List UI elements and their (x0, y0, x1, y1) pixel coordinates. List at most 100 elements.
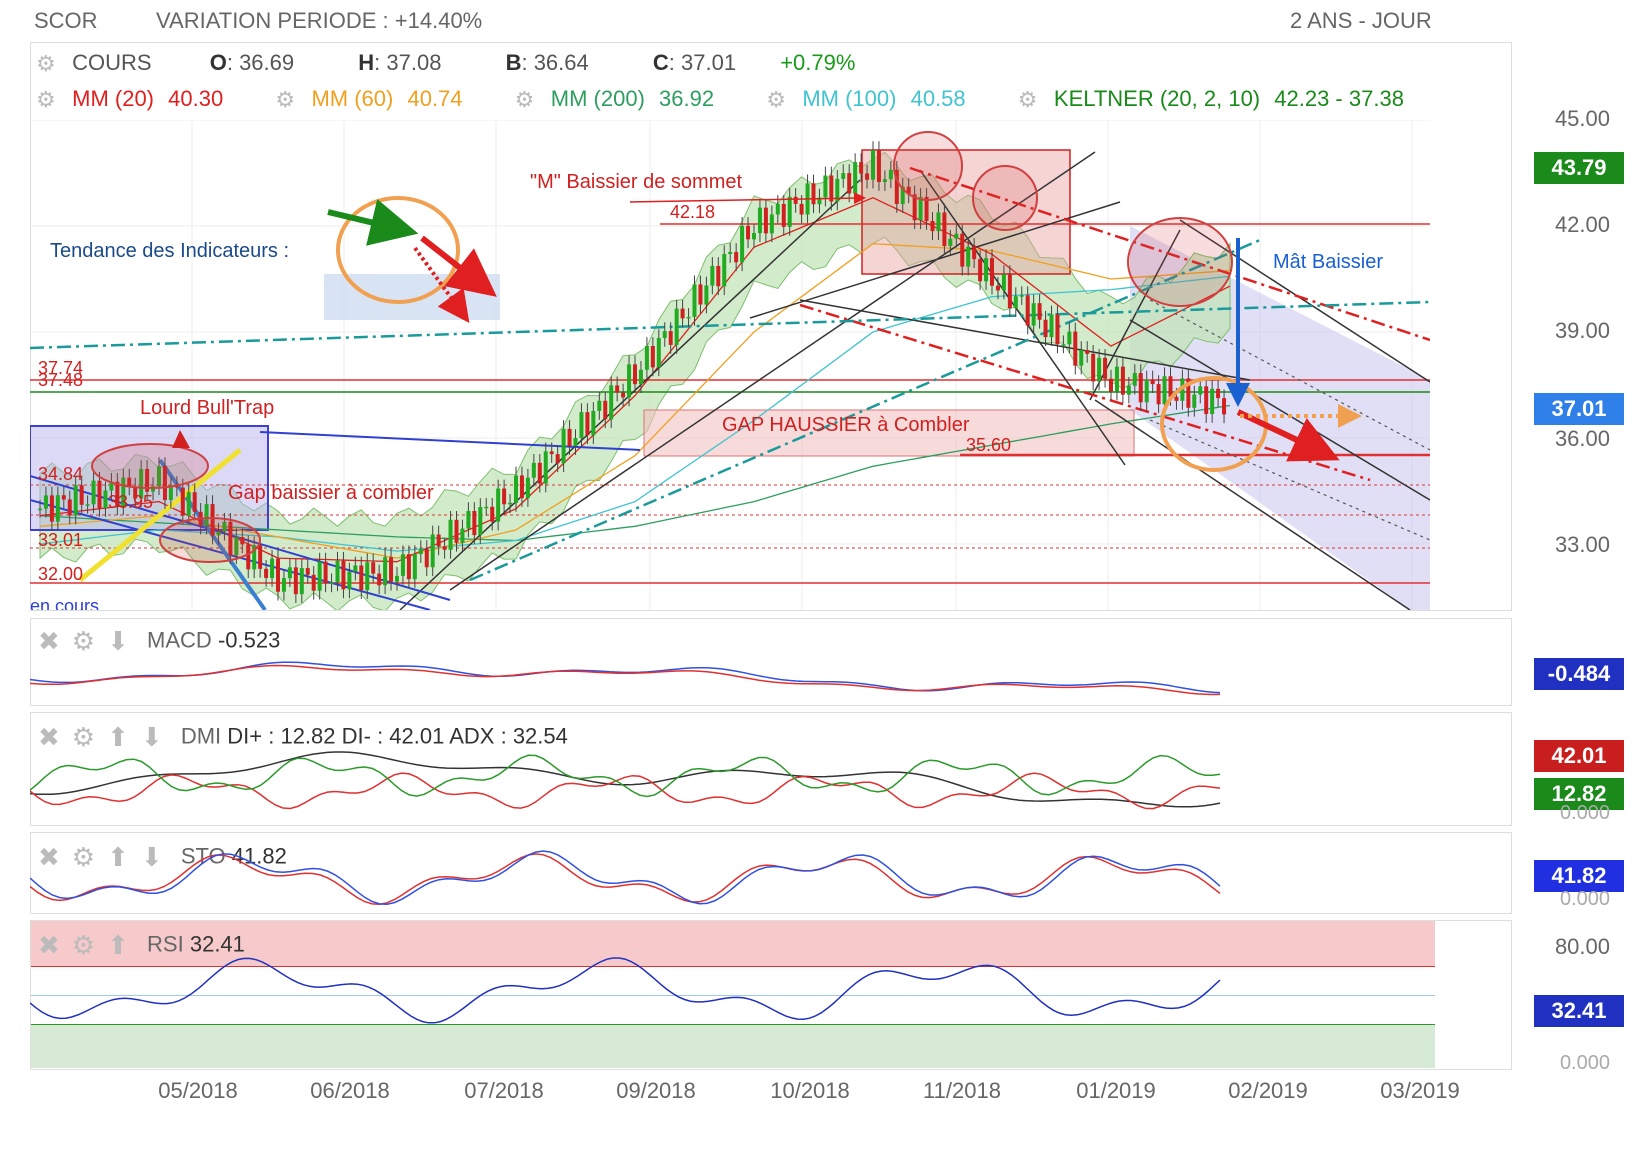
date-tick: 10/2018 (770, 1078, 850, 1103)
arrow-up-icon[interactable]: ⬆ (107, 722, 129, 752)
candle-body (978, 259, 983, 282)
candle-body (1043, 319, 1048, 338)
candle-body (1013, 296, 1018, 309)
arrow-up-icon[interactable]: ⬆ (107, 930, 129, 960)
candle-body (1120, 366, 1125, 395)
close-icon[interactable]: ✖ (38, 842, 60, 872)
candle-body (67, 499, 72, 516)
period-selector[interactable]: 2 ANS - JOUR (1290, 8, 1432, 33)
gear-icon[interactable]: ⚙ (275, 87, 296, 113)
candle-body (752, 233, 756, 240)
gear-icon[interactable]: ⚙ (36, 87, 56, 113)
candle-body (644, 346, 649, 370)
sto-chart (30, 850, 1221, 906)
candle-body (757, 207, 762, 234)
candle-body (674, 308, 679, 345)
candle-body (829, 175, 834, 202)
gear-icon[interactable]: ⚙ (71, 930, 96, 960)
macd-header: ✖ ⚙ ⬇ MACD -0.523 (38, 626, 280, 657)
di-plus-tag: 12.82 (1534, 778, 1624, 810)
candle-body (847, 173, 852, 194)
candle-body (222, 521, 227, 532)
candle-body (341, 560, 346, 590)
gear-icon[interactable]: ⚙ (766, 87, 786, 113)
candle-body (323, 561, 328, 584)
low-value: 36.64 (533, 50, 589, 75)
rsi-line (30, 957, 1221, 1024)
candle-body (1162, 376, 1167, 405)
candle-body (633, 364, 637, 385)
gear-icon[interactable]: ⚙ (71, 722, 96, 752)
candle-body (704, 285, 709, 305)
gear-icon[interactable]: ⚙ (36, 51, 56, 77)
candle-body (1049, 314, 1054, 338)
candle-body (1156, 384, 1161, 405)
date-tick: 02/2019 (1228, 1078, 1308, 1103)
candle-body (615, 385, 620, 393)
candle-body (1210, 388, 1215, 415)
sto-axis-zero: 0.000 (1559, 888, 1610, 910)
close-icon[interactable]: ✖ (38, 626, 60, 656)
high-label: H (358, 50, 375, 75)
m-top-text: "M" Baissier de sommet (530, 171, 742, 193)
cut-text: en cours (30, 596, 99, 610)
candle-body (335, 560, 340, 583)
candle-body (228, 521, 233, 556)
candle-body (168, 485, 173, 501)
arrow-down-icon[interactable]: ⬇ (140, 722, 163, 752)
candle-body (389, 557, 394, 582)
candle-body (472, 511, 477, 536)
candle-body (1109, 378, 1113, 392)
candle-body (454, 519, 459, 543)
rsi-overbought-zone (31, 921, 1435, 967)
close-icon[interactable]: ✖ (38, 930, 60, 960)
lvl-3395-text: 33.95 (108, 492, 153, 512)
close-value: 37.01 (681, 50, 737, 75)
sto-signal (30, 853, 1221, 906)
arrow-up-icon[interactable]: ⬆ (107, 842, 129, 872)
arrow-down-icon[interactable]: ⬇ (140, 842, 163, 872)
candle-body (567, 428, 572, 447)
candle-body (954, 233, 959, 239)
date-tick: 01/2019 (1076, 1078, 1156, 1103)
candle-body (436, 534, 441, 547)
arrow-down-icon[interactable]: ⬇ (107, 626, 129, 656)
candle-body (656, 337, 661, 368)
candle-body (1198, 386, 1203, 395)
date-tick: 11/2018 (923, 1078, 1001, 1103)
candle-body (549, 451, 554, 455)
gear-icon[interactable]: ⚙ (71, 842, 96, 872)
arrows (172, 192, 1362, 462)
candle-body (555, 454, 560, 464)
candle-body (430, 534, 435, 568)
open-label: O (209, 50, 227, 75)
candle-body (894, 169, 899, 204)
mm100-label: MM (100) (802, 86, 897, 111)
candle-body (603, 400, 608, 420)
candle-body (478, 507, 483, 536)
candle-body (1114, 366, 1119, 392)
gear-icon[interactable]: ⚙ (71, 626, 96, 656)
y-tick-4500: 45.00 (1554, 106, 1610, 131)
keltner-value: 42.23 - 37.38 (1274, 86, 1404, 111)
price-chart: "M" Baissier de sommet 42.18 Tendance de… (30, 120, 1430, 610)
candle-body (496, 488, 501, 522)
current-price-tag: 37.01 (1534, 393, 1624, 425)
gear-icon[interactable]: ⚙ (1017, 87, 1038, 113)
candle-body (162, 466, 167, 501)
candle-body (1216, 388, 1221, 399)
quote-legend: ⚙ COURS O: 36.69 H: 37.08 B: 36.64 C: 37… (36, 50, 856, 77)
candle-body (525, 477, 530, 499)
mm100-value: 40.58 (910, 86, 966, 111)
trend-text: Tendance des Indicateurs : (50, 240, 289, 262)
candle-body (139, 468, 144, 499)
candle-body (579, 412, 584, 439)
gear-icon[interactable]: ⚙ (514, 87, 535, 113)
candle-body (793, 196, 798, 204)
sto-line (30, 850, 1221, 906)
close-icon[interactable]: ✖ (38, 722, 60, 752)
candle-body (317, 561, 322, 591)
candle-body (157, 466, 161, 487)
candle-body (270, 558, 275, 578)
candle-body (395, 575, 399, 582)
